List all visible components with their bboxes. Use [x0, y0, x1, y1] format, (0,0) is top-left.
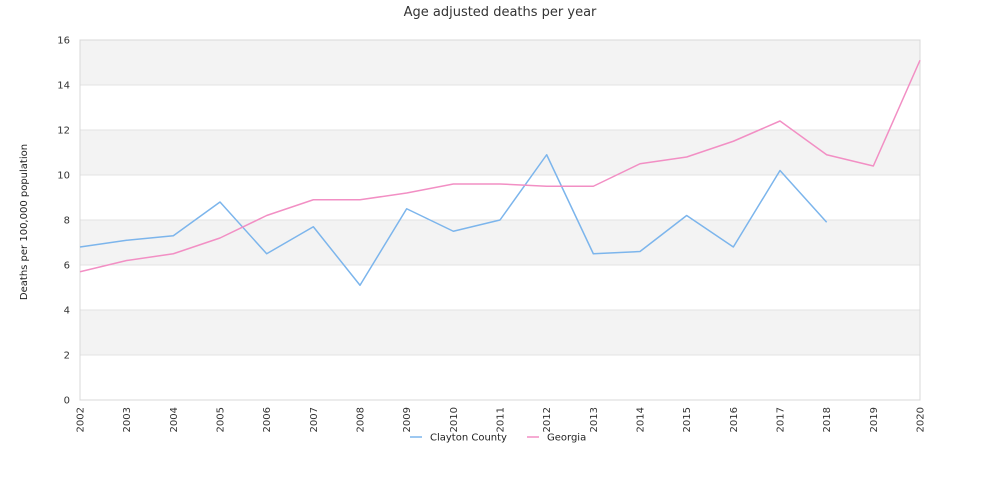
x-tick-label: 2019: [869, 407, 880, 432]
x-tick-label: 2020: [916, 407, 927, 432]
y-axis-label: Deaths per 100,000 population: [19, 144, 30, 300]
legend-item-label: Georgia: [547, 433, 586, 444]
x-tick-label: 2007: [309, 407, 320, 432]
y-tick-label: 6: [64, 261, 70, 272]
x-tick-label: 2006: [262, 407, 273, 432]
plot-background-bands: [80, 40, 920, 355]
plot-area-border: [79, 39, 921, 401]
x-tick-label: 2011: [496, 407, 507, 432]
y-axis-ticks: 0 2 4 6 8 10 12 14 16: [57, 36, 70, 407]
y-tick-label: 10: [57, 171, 70, 182]
series-line-1: [79, 154, 828, 286]
x-tick-label: 2004: [169, 407, 180, 432]
plot-band: [80, 130, 920, 175]
series-line-2: [79, 59, 921, 273]
x-tick-label: 2002: [76, 407, 87, 432]
y-tick-label: 12: [57, 126, 70, 137]
y-tick-label: 8: [64, 216, 70, 227]
x-tick-label: 2009: [402, 407, 413, 432]
y-tick-label: 4: [64, 306, 70, 317]
x-tick-label: 2014: [636, 407, 647, 432]
x-tick-label: 2016: [729, 407, 740, 432]
x-tick-label: 2003: [122, 407, 133, 432]
plot-band: [80, 40, 920, 85]
x-tick-label: 2012: [542, 407, 553, 432]
x-tick-label: 2005: [216, 407, 227, 432]
x-tick-label: 2015: [682, 407, 693, 432]
x-tick-label: 2010: [449, 407, 460, 432]
legend-item-label: Clayton County: [430, 433, 507, 444]
x-axis-ticks: 2002 2003 2004 2005 2006 2007 2008 2009 2010 2011…: [76, 407, 927, 432]
x-tick-label: 2008: [356, 407, 367, 432]
y-tick-label: 0: [64, 396, 70, 407]
x-tick-label: 2013: [589, 407, 600, 432]
legend: Clayton County Georgia: [410, 433, 586, 444]
y-tick-label: 14: [57, 81, 70, 92]
x-tick-label: 2017: [776, 407, 787, 432]
series-lines: [79, 59, 921, 286]
plot-band: [80, 310, 920, 355]
y-tick-label: 2: [64, 351, 70, 362]
y-tick-label: 16: [57, 36, 70, 47]
plot-band: [80, 220, 920, 265]
x-tick-label: 2018: [822, 407, 833, 432]
chart-title: Age adjusted deaths per year: [404, 5, 597, 20]
